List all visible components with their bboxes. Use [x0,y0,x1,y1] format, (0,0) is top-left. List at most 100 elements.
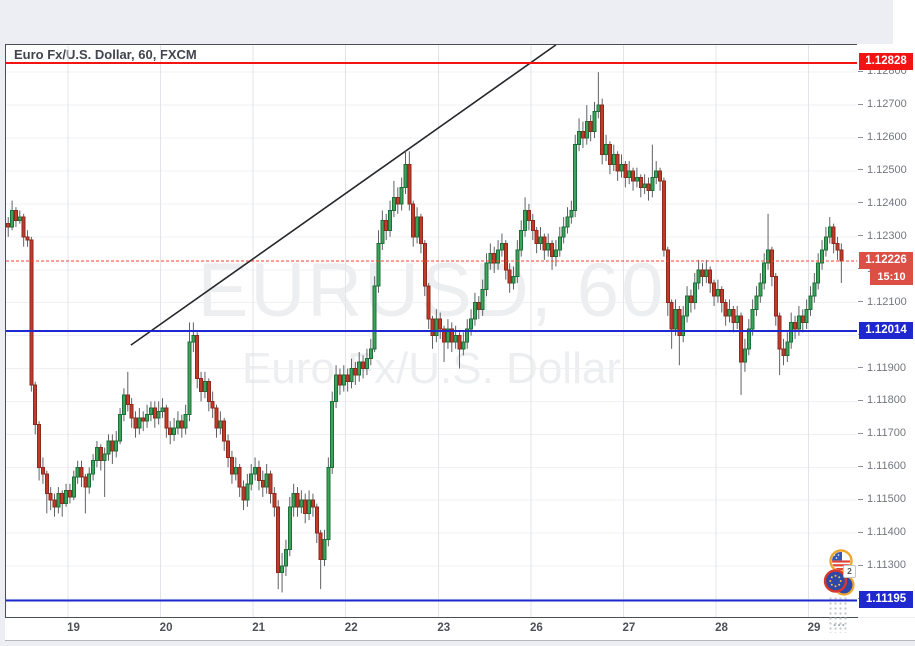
candle [91,454,96,481]
price-tick-mark [858,564,863,566]
symbol-watermark: EURUSD, 60 Euro Fx/U.S. Dollar [6,251,857,393]
candle [561,217,566,244]
candle [496,240,501,270]
candle [291,483,296,517]
price-tick-label: 1.12500 [867,163,907,176]
candle [793,315,798,339]
candle [538,226,543,251]
candle [727,299,732,323]
candle [646,177,651,201]
candle [6,217,11,237]
candle [137,408,142,435]
price-axis[interactable]: 1.12800 1.12700 1.12600 1.12500 1.12400 1.123… [857,44,915,617]
candle [754,286,759,316]
candle [619,154,624,178]
candle [21,213,26,247]
trendline-drawing[interactable] [130,45,557,346]
candle [44,470,49,514]
candle [430,315,435,349]
candle [199,371,204,402]
candle [658,167,663,191]
candle [769,246,774,287]
candle [438,312,443,339]
candle [29,236,34,392]
candle [102,447,107,497]
price-tick-mark [858,136,863,138]
candle [287,496,292,557]
candle [758,273,763,303]
candle [368,338,373,366]
price-tick-mark [858,268,863,270]
candle [399,177,404,211]
candle [256,460,261,491]
candle [808,286,813,316]
price-tick-label: 1.11500 [867,493,906,506]
price-chart-plot[interactable]: EURUSD, 60 Euro Fx/U.S. Dollar Euro Fx/U… [5,44,858,618]
candle [210,391,215,418]
candle [283,539,288,576]
candle [700,263,705,287]
candle [40,457,45,484]
economic-event-markers[interactable]: 2 [822,547,858,599]
candle [272,487,277,517]
candle [125,371,130,412]
candle [634,167,639,188]
candle [596,72,601,119]
candle [341,365,346,392]
candle [580,121,585,148]
price-tick-mark [858,531,863,533]
candle [546,233,551,257]
candle [688,289,693,313]
candle [56,487,61,514]
candle [685,286,690,323]
candle [615,151,620,181]
candle [835,236,840,260]
candle [94,440,99,468]
candle [631,167,636,191]
price-tick-label: 1.11600 [867,460,906,473]
candle [777,312,782,376]
candle [411,200,416,247]
candlestick-canvas [6,45,857,617]
candle [337,368,342,395]
candle [523,197,528,237]
candle [480,279,485,316]
candle [87,467,92,494]
candle [391,180,396,218]
candle [222,417,227,451]
candle [712,279,717,306]
support-upper-price-label: 1.12014 [859,321,913,339]
candle [276,500,281,590]
price-tick-mark [858,399,863,401]
candle [719,286,724,313]
candle [307,490,312,520]
candle [253,457,258,481]
candle [372,276,377,353]
candle [800,309,805,333]
candle [168,421,173,445]
price-tick-mark [858,235,863,237]
candle [407,151,412,211]
candle [731,305,736,333]
price-tick-mark [858,169,863,171]
candle [766,213,771,270]
candle [299,490,304,514]
candle [573,134,578,218]
resistance-price-label: 1.12828 [859,53,913,71]
support-lower-price-label: 1.11195 [859,591,913,609]
candle [442,325,447,362]
candle [677,305,682,366]
candle [83,473,88,514]
time-axis-overflow-indicator: ... [833,615,847,629]
candle [542,233,547,260]
chart-legend-symbol-title[interactable]: Euro Fx/U.S. Dollar, 60, FXCM [14,47,197,62]
time-axis[interactable]: ... 19 20 21 22 23 26 27 28 29 [5,615,915,641]
candle [10,200,15,231]
candle [145,404,150,428]
candle [237,464,242,497]
candle [499,233,504,257]
candle [183,404,188,435]
candle [226,434,231,468]
price-tick-label: 1.11700 [867,427,906,440]
time-axis-day-label: 21 [252,622,266,634]
